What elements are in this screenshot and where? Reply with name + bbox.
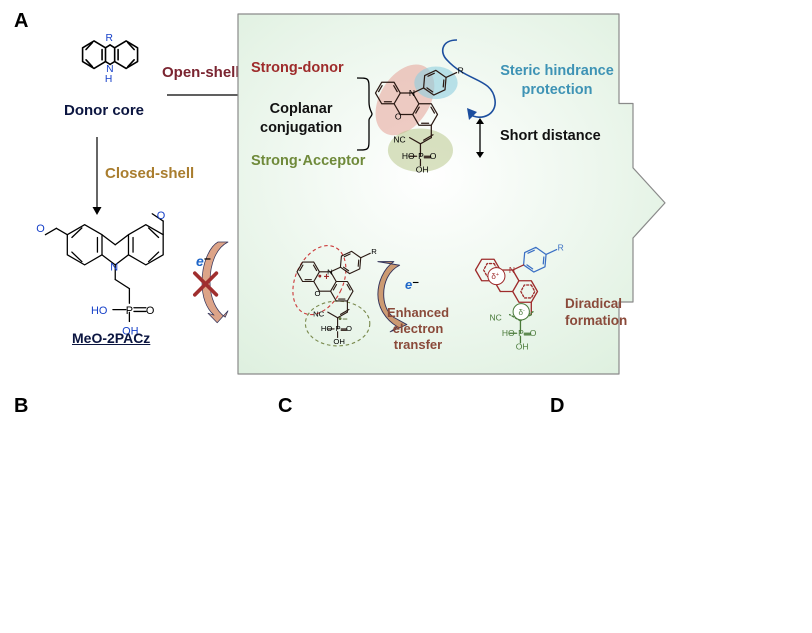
svg-text:O: O	[36, 223, 45, 235]
svg-text:P: P	[418, 151, 424, 161]
svg-text:HO: HO	[502, 328, 515, 338]
svg-text:N: N	[110, 261, 118, 273]
svg-text:+: +	[324, 272, 330, 283]
svg-text:OH: OH	[333, 337, 345, 346]
svg-text:O: O	[315, 289, 321, 298]
svg-text:O: O	[395, 112, 402, 122]
svg-text:P: P	[126, 305, 133, 317]
svg-text:R: R	[458, 66, 464, 76]
svg-text:N: N	[409, 88, 415, 98]
svg-text:NC: NC	[313, 310, 325, 319]
svg-text:HO: HO	[402, 151, 415, 161]
svg-text:R: R	[558, 243, 564, 253]
svg-text:OH: OH	[416, 165, 429, 175]
svg-text:O: O	[146, 305, 155, 317]
svg-text:R: R	[106, 33, 113, 44]
svg-text:R: R	[371, 247, 377, 256]
svg-text:O: O	[346, 324, 352, 333]
svg-text:H: H	[105, 74, 112, 85]
svg-text:NC: NC	[393, 135, 405, 145]
svg-text:OH: OH	[516, 342, 529, 352]
svg-text:O: O	[157, 210, 166, 222]
svg-text:P: P	[336, 324, 341, 333]
svg-text:•: •	[338, 313, 342, 325]
svg-text:O: O	[430, 151, 437, 161]
svg-text:O: O	[530, 328, 537, 338]
svg-text:•: •	[318, 270, 322, 282]
svg-text:NC: NC	[489, 312, 501, 322]
svg-text:–: –	[343, 313, 348, 323]
svg-text:N: N	[509, 265, 515, 275]
svg-text:HO: HO	[91, 305, 107, 317]
svg-text:HO: HO	[321, 324, 333, 333]
svg-text:P: P	[518, 328, 524, 338]
